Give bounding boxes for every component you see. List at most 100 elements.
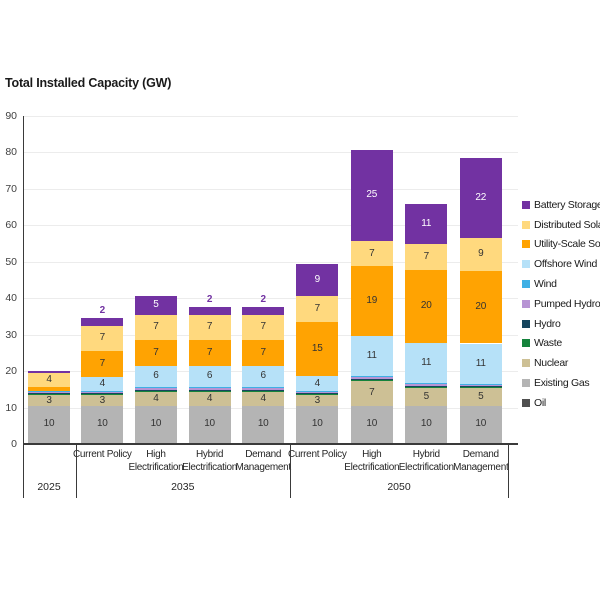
y-axis-tick-label: 10 — [5, 401, 17, 414]
bar-segment-battery-storage — [459, 157, 502, 238]
legend-label: Existing Gas — [534, 377, 590, 390]
bar-segment-utility-scale-solar — [405, 269, 448, 343]
bar-segment-existing-gas — [459, 406, 502, 443]
bar-segment-utility-scale-solar — [459, 270, 502, 344]
segment-value-label: 7 — [206, 321, 213, 333]
legend-label: Pumped Hydro — [534, 297, 600, 310]
legend-item-existing-gas: Existing Gas — [522, 373, 600, 393]
bar-segment-nuclear — [28, 395, 70, 407]
legend-item-pumped-hydro: Pumped Hydro — [522, 294, 600, 314]
y-axis-tick-label: 70 — [5, 182, 17, 195]
segment-value-label: 25 — [366, 189, 378, 201]
bar-segment-offshore-wind — [188, 365, 231, 388]
segment-value-label: 7 — [314, 303, 321, 315]
bar-segment-utility-scale-solar — [242, 340, 285, 366]
bar-segment-pumped-hydro — [134, 388, 177, 390]
bar-segment-wind — [459, 383, 502, 385]
legend-label: Nuclear — [534, 357, 569, 370]
bar-segment-existing-gas — [134, 406, 177, 443]
segment-value-label: 4 — [314, 377, 321, 389]
y-axis-tick-label: 20 — [5, 365, 17, 378]
segment-value-label: 4 — [46, 374, 52, 386]
bar-segment-battery-storage — [188, 307, 231, 315]
gridline — [22, 188, 518, 190]
legend-swatch — [522, 299, 530, 308]
legend-item-distributed-solar: Distributed Solar — [522, 215, 600, 235]
legend-item-offshore-wind: Offshore Wind — [522, 254, 600, 274]
bar-segment-waste — [242, 390, 285, 392]
bar-segment-wind — [28, 391, 70, 393]
bar-segment-existing-gas — [188, 406, 231, 443]
y-axis-tick-label: 0 — [11, 438, 17, 450]
bar-segment-waste — [405, 386, 448, 388]
legend-swatch — [522, 398, 530, 407]
bar-segment-waste — [188, 390, 231, 392]
bar-segment-pumped-hydro — [188, 388, 231, 390]
legend-item-utility-scale-solar: Utility-Scale Solar — [522, 235, 600, 255]
legend-label: Oil — [534, 396, 546, 409]
bar-segment-distributed-solar — [134, 314, 177, 341]
group-divider — [508, 444, 509, 498]
scenario-label: Current Policy — [287, 449, 347, 460]
bar-segment-distributed-solar — [188, 314, 231, 341]
bar-segment-existing-gas — [296, 406, 339, 443]
year-label: 2035 — [171, 481, 195, 493]
bar-segment-offshore-wind — [81, 376, 124, 392]
bar-segment-wind — [134, 387, 177, 389]
bar-segment-wind — [81, 391, 124, 393]
x-axis-line — [22, 443, 518, 445]
segment-value-label: 10 — [43, 418, 55, 430]
segment-value-label: 7 — [206, 346, 213, 358]
segment-value-label: 7 — [99, 357, 106, 369]
bar-segment-pumped-hydro — [81, 392, 124, 394]
segment-value-label: 10 — [475, 418, 487, 430]
bar-segment-offshore-wind — [296, 376, 339, 392]
bar-segment-waste — [81, 394, 124, 396]
bar-segment-waste — [28, 394, 70, 396]
segment-value-label: 7 — [423, 251, 430, 263]
bar-segment-offshore-wind — [134, 365, 177, 388]
legend-item-battery-storage: Battery Storage — [522, 195, 600, 215]
bar-segment-pumped-hydro — [242, 388, 285, 390]
segment-value-label: 7 — [369, 387, 375, 399]
segment-value-label: 10 — [311, 418, 323, 430]
segment-value-label: 7 — [369, 247, 375, 259]
bar-segment-offshore-wind — [242, 365, 285, 388]
bar-segment-existing-gas — [242, 406, 285, 443]
bar-segment-wind — [405, 382, 448, 385]
bar-segment-nuclear — [405, 387, 448, 407]
segment-value-label: 22 — [475, 191, 487, 203]
bar-segment-pumped-hydro — [296, 392, 339, 394]
legend-item-waste: Waste — [522, 334, 600, 354]
bar-segment-battery-storage — [242, 307, 285, 315]
segment-value-label: 7 — [153, 321, 159, 333]
legend-label: Battery Storage — [534, 198, 600, 211]
segment-value-label: 10 — [366, 418, 378, 430]
bar-segment-offshore-wind — [350, 335, 393, 376]
legend-label: Utility-Scale Solar — [534, 238, 600, 251]
battery-above-label: 2 — [99, 305, 106, 317]
bar-segment-distributed-solar — [459, 237, 502, 271]
segment-value-label: 6 — [260, 370, 267, 382]
bar-segment-distributed-solar — [242, 314, 285, 341]
bar-segment-nuclear — [296, 395, 339, 407]
segment-value-label: 10 — [257, 418, 269, 430]
bar-segment-nuclear — [242, 391, 285, 407]
bar-segment-hydro — [28, 393, 70, 395]
segment-value-label: 15 — [311, 343, 323, 355]
bar-segment-pumped-hydro — [28, 392, 70, 394]
bar-segment-pumped-hydro — [459, 384, 502, 386]
segment-value-label: 10 — [204, 418, 215, 430]
segment-value-label: 7 — [260, 321, 267, 333]
bar-segment-utility-scale-solar — [28, 387, 70, 392]
bar-segment-distributed-solar — [28, 372, 70, 388]
segment-value-label: 5 — [423, 390, 430, 402]
gridline — [22, 298, 518, 300]
legend: Battery Storage Distributed Solar Utility-… — [522, 195, 600, 413]
group-divider — [75, 444, 77, 498]
y-axis-line — [22, 116, 24, 498]
legend-label: Offshore Wind — [534, 258, 598, 271]
bar-segment-hydro — [242, 389, 285, 391]
segment-value-label: 5 — [153, 299, 159, 311]
segment-value-label: 6 — [153, 370, 159, 382]
